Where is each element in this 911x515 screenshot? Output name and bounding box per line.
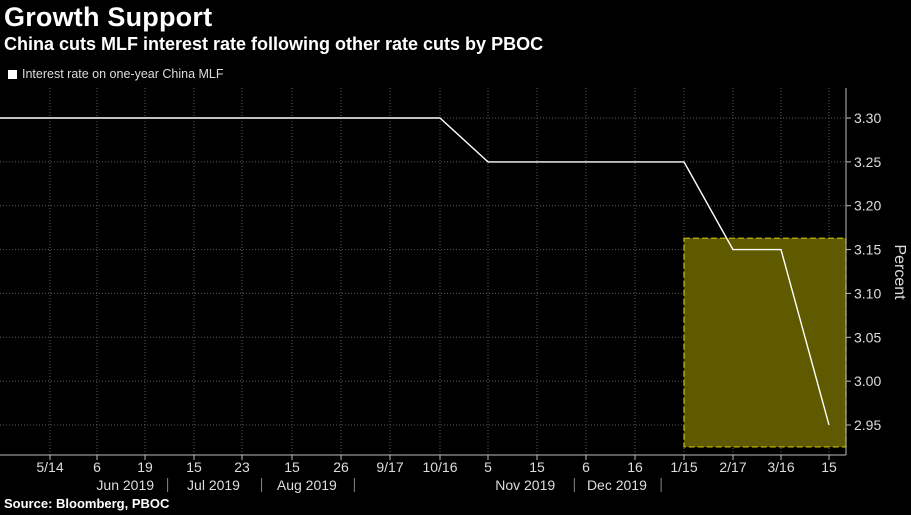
legend: Interest rate on one-year China MLF: [8, 67, 224, 81]
x-tick-label: 26: [333, 459, 349, 475]
x-period-label: Jun 2019: [96, 477, 154, 493]
x-period-label: Jul 2019: [187, 477, 240, 493]
tick-labels: 3.30 3.25 3.20 3.15 3.10 3.05 3.00 2.95 Percent 5…: [36, 110, 908, 493]
x-tick-label: 6: [93, 459, 101, 475]
y-tick-label: 3.00: [854, 373, 881, 389]
highlight-region: [683, 237, 847, 448]
x-tick-label: 10/16: [422, 459, 457, 475]
x-period-label: Dec 2019: [587, 477, 647, 493]
x-tick-label: 23: [234, 459, 250, 475]
y-tick-label: 3.15: [854, 242, 881, 258]
y-tick-label: 3.10: [854, 285, 881, 301]
y-tick-label: 3.05: [854, 329, 881, 345]
legend-label: Interest rate on one-year China MLF: [22, 67, 224, 81]
y-tick-label: 3.25: [854, 154, 881, 170]
x-tick-label: 1/15: [670, 459, 697, 475]
y-axis-title: Percent: [891, 244, 908, 300]
axes: [0, 88, 851, 492]
y-tick-label: 2.95: [854, 417, 881, 433]
series-line-mlf-rate: [0, 117, 830, 426]
x-tick-label: 5: [484, 459, 492, 475]
y-tick-label: 3.30: [854, 110, 881, 126]
x-tick-label: 15: [529, 459, 545, 475]
x-tick-label: 19: [137, 459, 153, 475]
chart-title: Growth Support: [4, 2, 213, 32]
x-tick-label: 16: [627, 459, 643, 475]
x-period-label: Nov 2019: [495, 477, 555, 493]
y-tick-label: 3.20: [854, 198, 881, 214]
x-tick-label: 5/14: [36, 459, 63, 475]
chart-subtitle: China cuts MLF interest rate following o…: [4, 34, 544, 54]
x-tick-label: 6: [582, 459, 590, 475]
highlight-box: [683, 237, 847, 448]
x-tick-label: 3/16: [767, 459, 794, 475]
x-tick-label: 15: [284, 459, 300, 475]
source-note: Source: Bloomberg, PBOC: [4, 496, 170, 511]
x-tick-label: 15: [821, 459, 837, 475]
x-tick-label: 2/17: [719, 459, 746, 475]
legend-swatch: [8, 69, 17, 79]
x-tick-label: 15: [186, 459, 202, 475]
x-period-label: Aug 2019: [277, 477, 337, 493]
series: [0, 117, 830, 426]
x-tick-label: 9/17: [376, 459, 403, 475]
